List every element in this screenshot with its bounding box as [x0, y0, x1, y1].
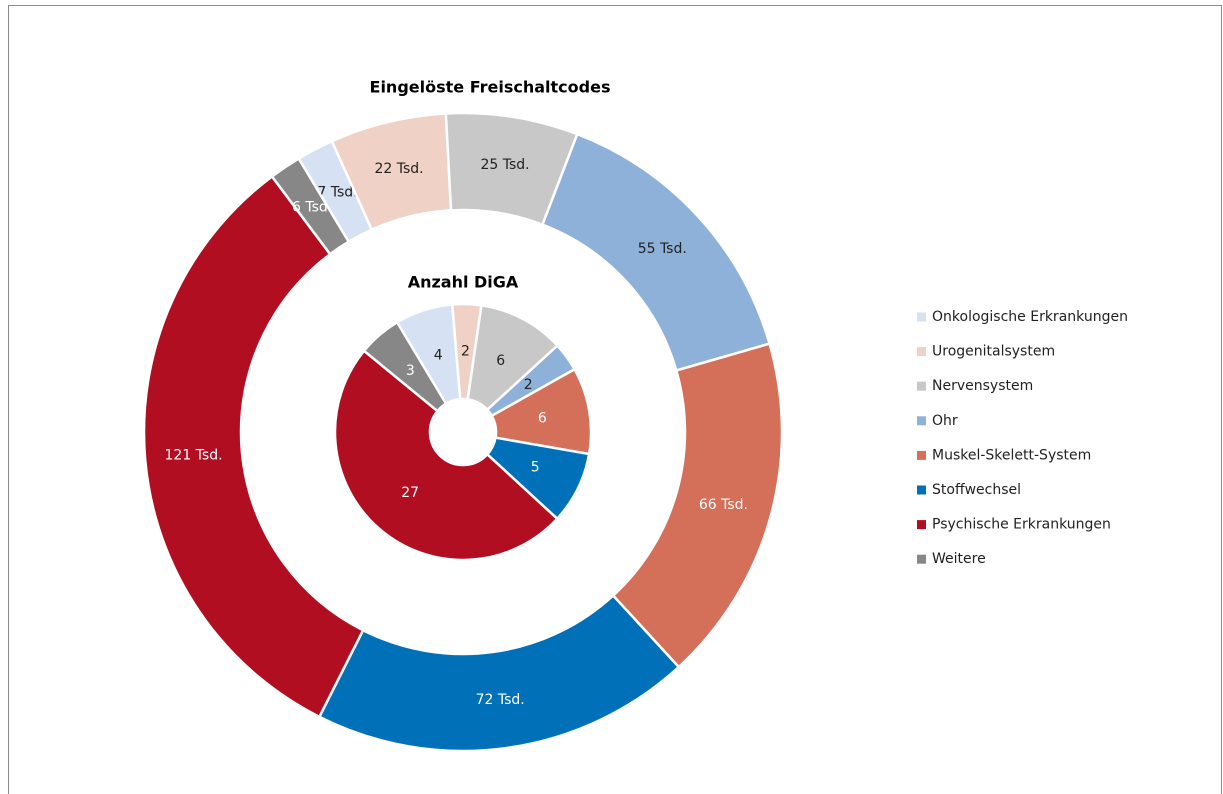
legend-label: Urogenitalsystem [932, 344, 1055, 360]
slice [611, 342, 784, 669]
legend-label: Onkologische Erkrankungen [932, 309, 1128, 325]
legend-label: Psychische Erkrankungen [932, 517, 1111, 533]
data-label: 22 Tsd. [374, 161, 423, 177]
data-label: 2 [461, 344, 470, 360]
slice [317, 593, 681, 753]
slice [270, 156, 351, 256]
frame [8, 5, 1222, 794]
legend-label: Nervensystem [932, 378, 1033, 394]
data-label: 5 [531, 460, 540, 476]
data-label: 25 Tsd. [480, 157, 529, 173]
data-label: 7 Tsd. [317, 184, 357, 200]
slice [333, 349, 559, 562]
data-label: 4 [434, 347, 443, 363]
legend-swatch [917, 312, 926, 322]
data-label: 121 Tsd. [165, 448, 223, 464]
slice [362, 320, 448, 413]
legend-swatch [917, 554, 926, 564]
data-label: 6 Tsd. [292, 199, 332, 215]
outer-title: Eingelöste Freischaltcodes [370, 78, 611, 97]
data-label: 3 [406, 363, 415, 379]
legend-swatch [917, 347, 926, 357]
legend-swatch [917, 381, 926, 391]
legend-label: Stoffwechsel [932, 482, 1021, 498]
data-label: 55 Tsd. [638, 241, 687, 257]
legend-label: Muskel-Skelett-System [932, 447, 1091, 463]
data-label: 2 [524, 377, 533, 393]
slice [466, 303, 560, 412]
slice [142, 174, 365, 719]
legend-swatch [917, 450, 926, 460]
legend-label: Ohr [932, 413, 958, 429]
legend-swatch [917, 520, 926, 530]
legend-label: Weitere [932, 551, 986, 567]
legend-swatch [917, 485, 926, 495]
data-label: 66 Tsd. [699, 497, 748, 513]
data-label: 72 Tsd. [476, 692, 525, 708]
slice [490, 367, 593, 456]
inner-title: Anzahl DiGA [408, 273, 519, 292]
data-label: 27 [401, 485, 419, 501]
data-label: 6 [496, 353, 505, 369]
legend-swatch [917, 416, 926, 426]
data-label: 6 [538, 410, 547, 426]
